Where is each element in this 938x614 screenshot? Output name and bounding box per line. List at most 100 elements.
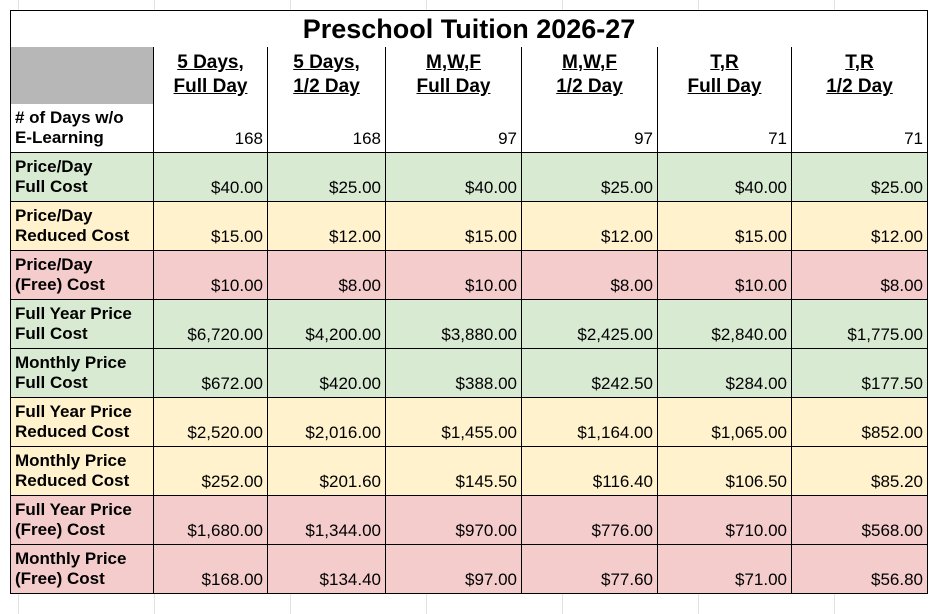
value-cell: $2,520.00 [154, 398, 268, 447]
title: Preschool Tuition 2026-27 [10, 10, 928, 48]
value-cell: $10.00 [154, 251, 268, 300]
header-line: M,W,F [426, 52, 481, 73]
value-cell: $77.60 [522, 545, 658, 594]
value-cell: $168.00 [154, 545, 268, 594]
value-cell: 168 [154, 104, 268, 153]
value-cell: $177.50 [792, 349, 928, 398]
value-cell: 71 [792, 104, 928, 153]
value-cell: $4,200.00 [268, 300, 386, 349]
value-cell: 168 [268, 104, 386, 153]
row-label: Monthly Price Full Cost [10, 349, 154, 398]
value-cell: $25.00 [522, 153, 658, 202]
label-line: Full Year Price [15, 500, 132, 519]
value-cell: $15.00 [658, 202, 792, 251]
header-line: M,W,F [562, 52, 617, 73]
column-header: M,W,F 1/2 Day [522, 47, 658, 105]
value-cell: $6,720.00 [154, 300, 268, 349]
value-cell: $252.00 [154, 447, 268, 496]
value-cell: $2,016.00 [268, 398, 386, 447]
value-cell: $1,344.00 [268, 496, 386, 545]
row-label: Full Year Price (Free) Cost [10, 496, 154, 545]
header-line: Full Day [416, 76, 491, 97]
label-line: E-Learning [15, 128, 104, 147]
value-cell: $116.40 [522, 447, 658, 496]
row-label: Price/Day (Free) Cost [10, 251, 154, 300]
value-cell: $201.60 [268, 447, 386, 496]
label-line: Price/Day [15, 255, 93, 274]
value-cell: $106.50 [658, 447, 792, 496]
column-header: T,R Full Day [658, 47, 792, 105]
value-cell: 97 [522, 104, 658, 153]
header-line: T,R [845, 52, 874, 73]
value-cell: $40.00 [658, 153, 792, 202]
value-cell: $1,775.00 [792, 300, 928, 349]
label-line: Full Year Price [15, 304, 132, 323]
column-header: 5 Days, 1/2 Day [268, 47, 386, 105]
row-label: Monthly Price (Free) Cost [10, 545, 154, 594]
label-line: # of Days w/o [15, 108, 124, 127]
value-cell: $852.00 [792, 398, 928, 447]
value-cell: $776.00 [522, 496, 658, 545]
label-line: (Free) Cost [15, 275, 105, 294]
column-header: T,R 1/2 Day [792, 47, 928, 105]
value-cell: $3,880.00 [386, 300, 522, 349]
label-line: (Free) Cost [15, 569, 105, 588]
value-cell: $2,840.00 [658, 300, 792, 349]
value-cell: $8.00 [792, 251, 928, 300]
value-cell: $40.00 [386, 153, 522, 202]
row-label: # of Days w/o E-Learning [10, 104, 154, 153]
value-cell: $710.00 [658, 496, 792, 545]
value-cell: $12.00 [268, 202, 386, 251]
value-cell: $97.00 [386, 545, 522, 594]
value-cell: $10.00 [386, 251, 522, 300]
value-cell: $1,164.00 [522, 398, 658, 447]
value-cell: $1,455.00 [386, 398, 522, 447]
row-label: Full Year Price Reduced Cost [10, 398, 154, 447]
value-cell: $71.00 [658, 545, 792, 594]
label-line: Full Year Price [15, 402, 132, 421]
value-cell: $15.00 [386, 202, 522, 251]
label-line: Full Cost [15, 177, 88, 196]
value-cell: $56.80 [792, 545, 928, 594]
value-cell: $284.00 [658, 349, 792, 398]
value-cell: $672.00 [154, 349, 268, 398]
column-header: 5 Days, Full Day [154, 47, 268, 105]
value-cell: $2,425.00 [522, 300, 658, 349]
row-label: Price/Day Reduced Cost [10, 202, 154, 251]
value-cell: $1,680.00 [154, 496, 268, 545]
value-cell: $85.20 [792, 447, 928, 496]
label-line: Full Cost [15, 324, 88, 343]
row-label: Price/Day Full Cost [10, 153, 154, 202]
header-line: T,R [710, 52, 739, 73]
header-line: 5 Days, [177, 52, 244, 73]
value-cell: $388.00 [386, 349, 522, 398]
label-line: (Free) Cost [15, 520, 105, 539]
row-label: Monthly Price Reduced Cost [10, 447, 154, 496]
value-cell: $134.40 [268, 545, 386, 594]
row-label: Full Year Price Full Cost [10, 300, 154, 349]
value-cell: $568.00 [792, 496, 928, 545]
value-cell: $25.00 [792, 153, 928, 202]
header-line: 1/2 Day [826, 76, 893, 97]
value-cell: 71 [658, 104, 792, 153]
corner-cell [10, 47, 154, 105]
header-line: 1/2 Day [556, 76, 623, 97]
label-line: Reduced Cost [15, 226, 130, 245]
value-cell: $242.50 [522, 349, 658, 398]
value-cell: $12.00 [792, 202, 928, 251]
label-line: Reduced Cost [15, 422, 130, 441]
label-line: Monthly Price [15, 451, 127, 470]
value-cell: $25.00 [268, 153, 386, 202]
label-line: Price/Day [15, 157, 93, 176]
header-line: 5 Days, [293, 52, 360, 73]
column-header: M,W,F Full Day [386, 47, 522, 105]
value-cell: $40.00 [154, 153, 268, 202]
value-cell: $10.00 [658, 251, 792, 300]
value-cell: $420.00 [268, 349, 386, 398]
label-line: Monthly Price [15, 549, 127, 568]
label-line: Monthly Price [15, 353, 127, 372]
value-cell: $970.00 [386, 496, 522, 545]
value-cell: $8.00 [268, 251, 386, 300]
value-cell: 97 [386, 104, 522, 153]
